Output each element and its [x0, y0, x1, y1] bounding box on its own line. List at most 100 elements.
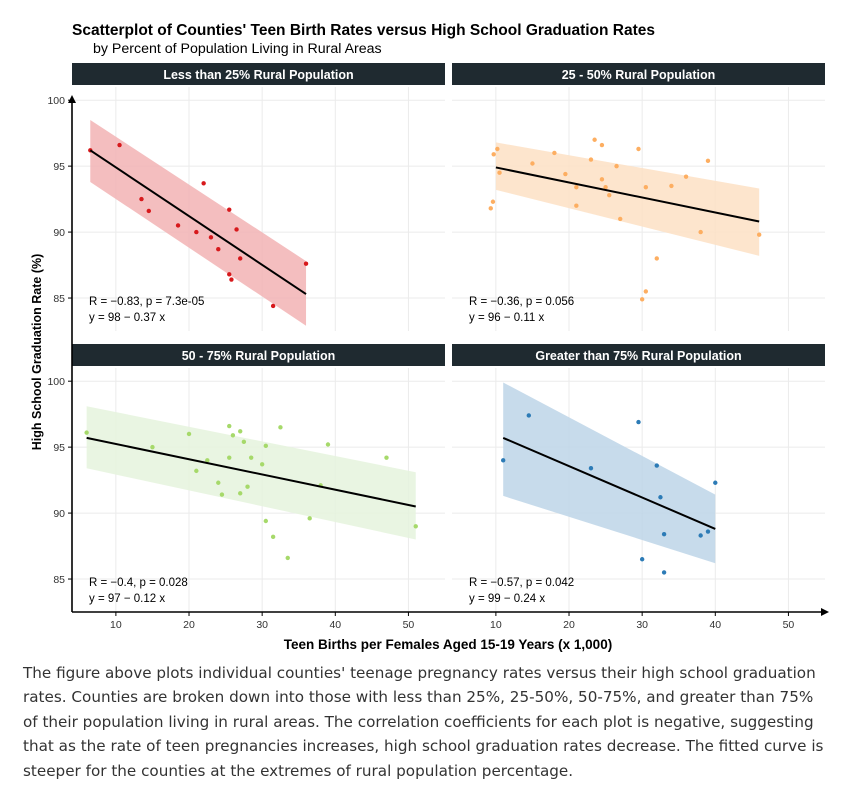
data-point [639, 297, 645, 302]
data-point [227, 455, 232, 460]
data-point [636, 146, 641, 152]
panel-low: Less than 25% Rural Population R = −0.83,… [47, 63, 445, 331]
correlation-stat: R = −0.83, p = 7.3e-05 [89, 296, 204, 308]
panel-very-high: Greater than 75% Rural Population R = −0.… [452, 344, 825, 631]
data-point [490, 199, 496, 204]
regression-equation: y = 97 − 0.12 x [89, 593, 165, 605]
x-tick-label: 20 [563, 619, 575, 631]
data-point [488, 206, 493, 211]
panel-mid: 25 - 50% Rural Population R = −0.36, p = … [452, 63, 825, 331]
correlation-stat: R = −0.36, p = 0.056 [469, 296, 574, 308]
data-point [278, 425, 283, 430]
data-point [705, 529, 711, 534]
chart-background [13, 12, 833, 660]
axis-lines [68, 95, 829, 616]
y-tick-label: 95 [53, 161, 65, 173]
data-point [643, 289, 649, 294]
y-tick-label: 85 [53, 574, 65, 586]
data-point [756, 232, 762, 237]
data-point [219, 492, 225, 497]
y-tick-label: 100 [47, 95, 65, 107]
data-point [307, 516, 312, 521]
data-point [592, 137, 597, 142]
data-point [263, 518, 269, 524]
panel-strip [452, 63, 825, 85]
faceted-scatter-chart: Scatterplot of Counties' Teen Birth Rate… [13, 12, 833, 660]
data-point [201, 181, 206, 186]
data-point [208, 235, 214, 240]
data-point [216, 480, 221, 485]
data-point [229, 277, 234, 282]
data-point [263, 443, 269, 449]
x-tick-label: 10 [490, 619, 502, 631]
panel-high: 50 - 75% Rural Population R = −0.4, p = 0… [47, 344, 445, 631]
regression-line [86, 436, 416, 508]
data-point [270, 534, 276, 540]
data-point [599, 177, 605, 182]
data-point [117, 142, 122, 148]
data-point [636, 419, 641, 425]
data-point [599, 142, 605, 148]
data-point [230, 433, 236, 438]
panel-strip-label: 50 - 75% Rural Population [182, 349, 336, 363]
x-tick-label: 30 [636, 619, 648, 631]
x-tick-label: 30 [256, 619, 268, 631]
regression-line [89, 149, 307, 295]
y-tick-label: 95 [53, 442, 65, 454]
panel-strip-label: 25 - 50% Rural Population [562, 68, 716, 82]
data-point [259, 462, 265, 467]
data-point [603, 185, 608, 190]
data-point [384, 455, 389, 460]
x-tick-label: 40 [709, 619, 721, 631]
y-tick-label: 85 [53, 293, 65, 305]
data-point [654, 463, 659, 468]
data-point [614, 163, 619, 169]
data-point [563, 171, 568, 177]
y-axis-label: High School Graduation Rate (%) [30, 254, 44, 451]
data-point [186, 431, 192, 437]
data-point [238, 429, 243, 434]
data-point [574, 203, 579, 208]
data-point [205, 458, 210, 463]
chart-svg: Scatterplot of Counties' Teen Birth Rate… [13, 12, 833, 660]
data-point [238, 256, 243, 261]
regression-equation: y = 98 − 0.37 x [89, 312, 165, 324]
data-point [227, 423, 232, 429]
x-tick-label: 50 [783, 619, 795, 631]
data-point [238, 491, 243, 496]
data-point [526, 413, 531, 418]
data-point [713, 480, 718, 485]
data-point [194, 468, 199, 474]
confidence-band [495, 142, 760, 256]
data-point [588, 157, 594, 162]
data-point [661, 570, 667, 575]
data-point [241, 439, 247, 445]
facet-panels: Less than 25% Rural Population R = −0.83,… [47, 63, 825, 631]
correlation-stat: R = −0.4, p = 0.028 [89, 577, 188, 589]
data-point [285, 555, 290, 561]
regression-line [502, 436, 716, 530]
panel-strip [452, 344, 825, 366]
chart-title: Scatterplot of Counties' Teen Birth Rate… [72, 22, 655, 39]
data-point [683, 174, 689, 179]
data-point [618, 216, 623, 222]
data-point [303, 261, 309, 266]
data-point [639, 557, 645, 562]
data-point [150, 444, 155, 450]
data-point [84, 430, 89, 435]
panel-strip-label: Less than 25% Rural Population [163, 68, 353, 82]
chart-subtitle: by Percent of Population Living in Rural… [93, 41, 382, 57]
data-point [413, 524, 418, 529]
x-tick-label: 40 [329, 619, 341, 631]
data-point [234, 227, 239, 232]
data-point [495, 146, 500, 152]
data-point [227, 272, 232, 277]
x-tick-label: 20 [183, 619, 195, 631]
data-point [325, 442, 331, 447]
data-point [216, 247, 221, 252]
confidence-band [503, 382, 716, 564]
data-point [530, 161, 535, 166]
data-point [552, 150, 557, 156]
data-point [248, 455, 254, 460]
figure-caption: The figure above plots individual counti… [23, 664, 824, 780]
